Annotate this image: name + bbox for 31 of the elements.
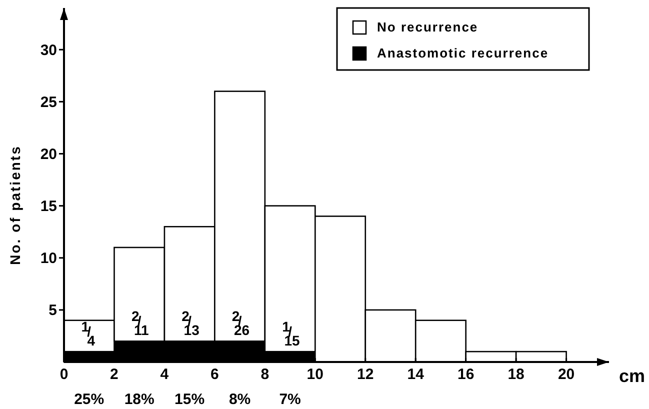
annotation: 2/11 [131,308,149,338]
y-tick-label: 30 [40,42,57,59]
text: 15% [174,391,205,408]
y-axis-title: No. of patients [7,145,23,265]
text: 18% [124,391,154,408]
y-tick-label: 20 [40,146,57,164]
y-tick-label: 10 [40,250,57,268]
legend-label: Anastomotic recurrence [377,46,549,61]
x-tick-label: 4 [160,366,170,383]
annotation: 1/15 [282,318,300,349]
x-tick-label: 2 [110,366,118,383]
text: 25% [74,391,104,408]
y-tick-label: 15 [40,198,57,216]
x-tick-label: 0 [60,366,68,383]
annotation: 2/26 [232,308,250,338]
x-tick-label: 6 [210,366,219,383]
x-tick-label: 12 [357,366,374,383]
x-tick-label: 8 [260,366,270,383]
x-tick-label: 14 [407,366,425,383]
x-tick-label: 20 [558,366,575,383]
text: 8% [228,391,251,408]
x-tick-label: 16 [458,366,474,383]
legend-label: No recurrence [377,20,478,35]
text: 7% [279,391,301,408]
annotation: 1/4 [81,318,96,349]
x-tick-label: 10 [306,366,324,383]
y-tick-label: 5 [48,302,57,320]
x-tick-label: 18 [508,366,524,383]
x-axis-title: cm [619,366,646,386]
annotation: 2/13 [182,308,200,338]
y-tick-label: 25 [40,94,57,111]
